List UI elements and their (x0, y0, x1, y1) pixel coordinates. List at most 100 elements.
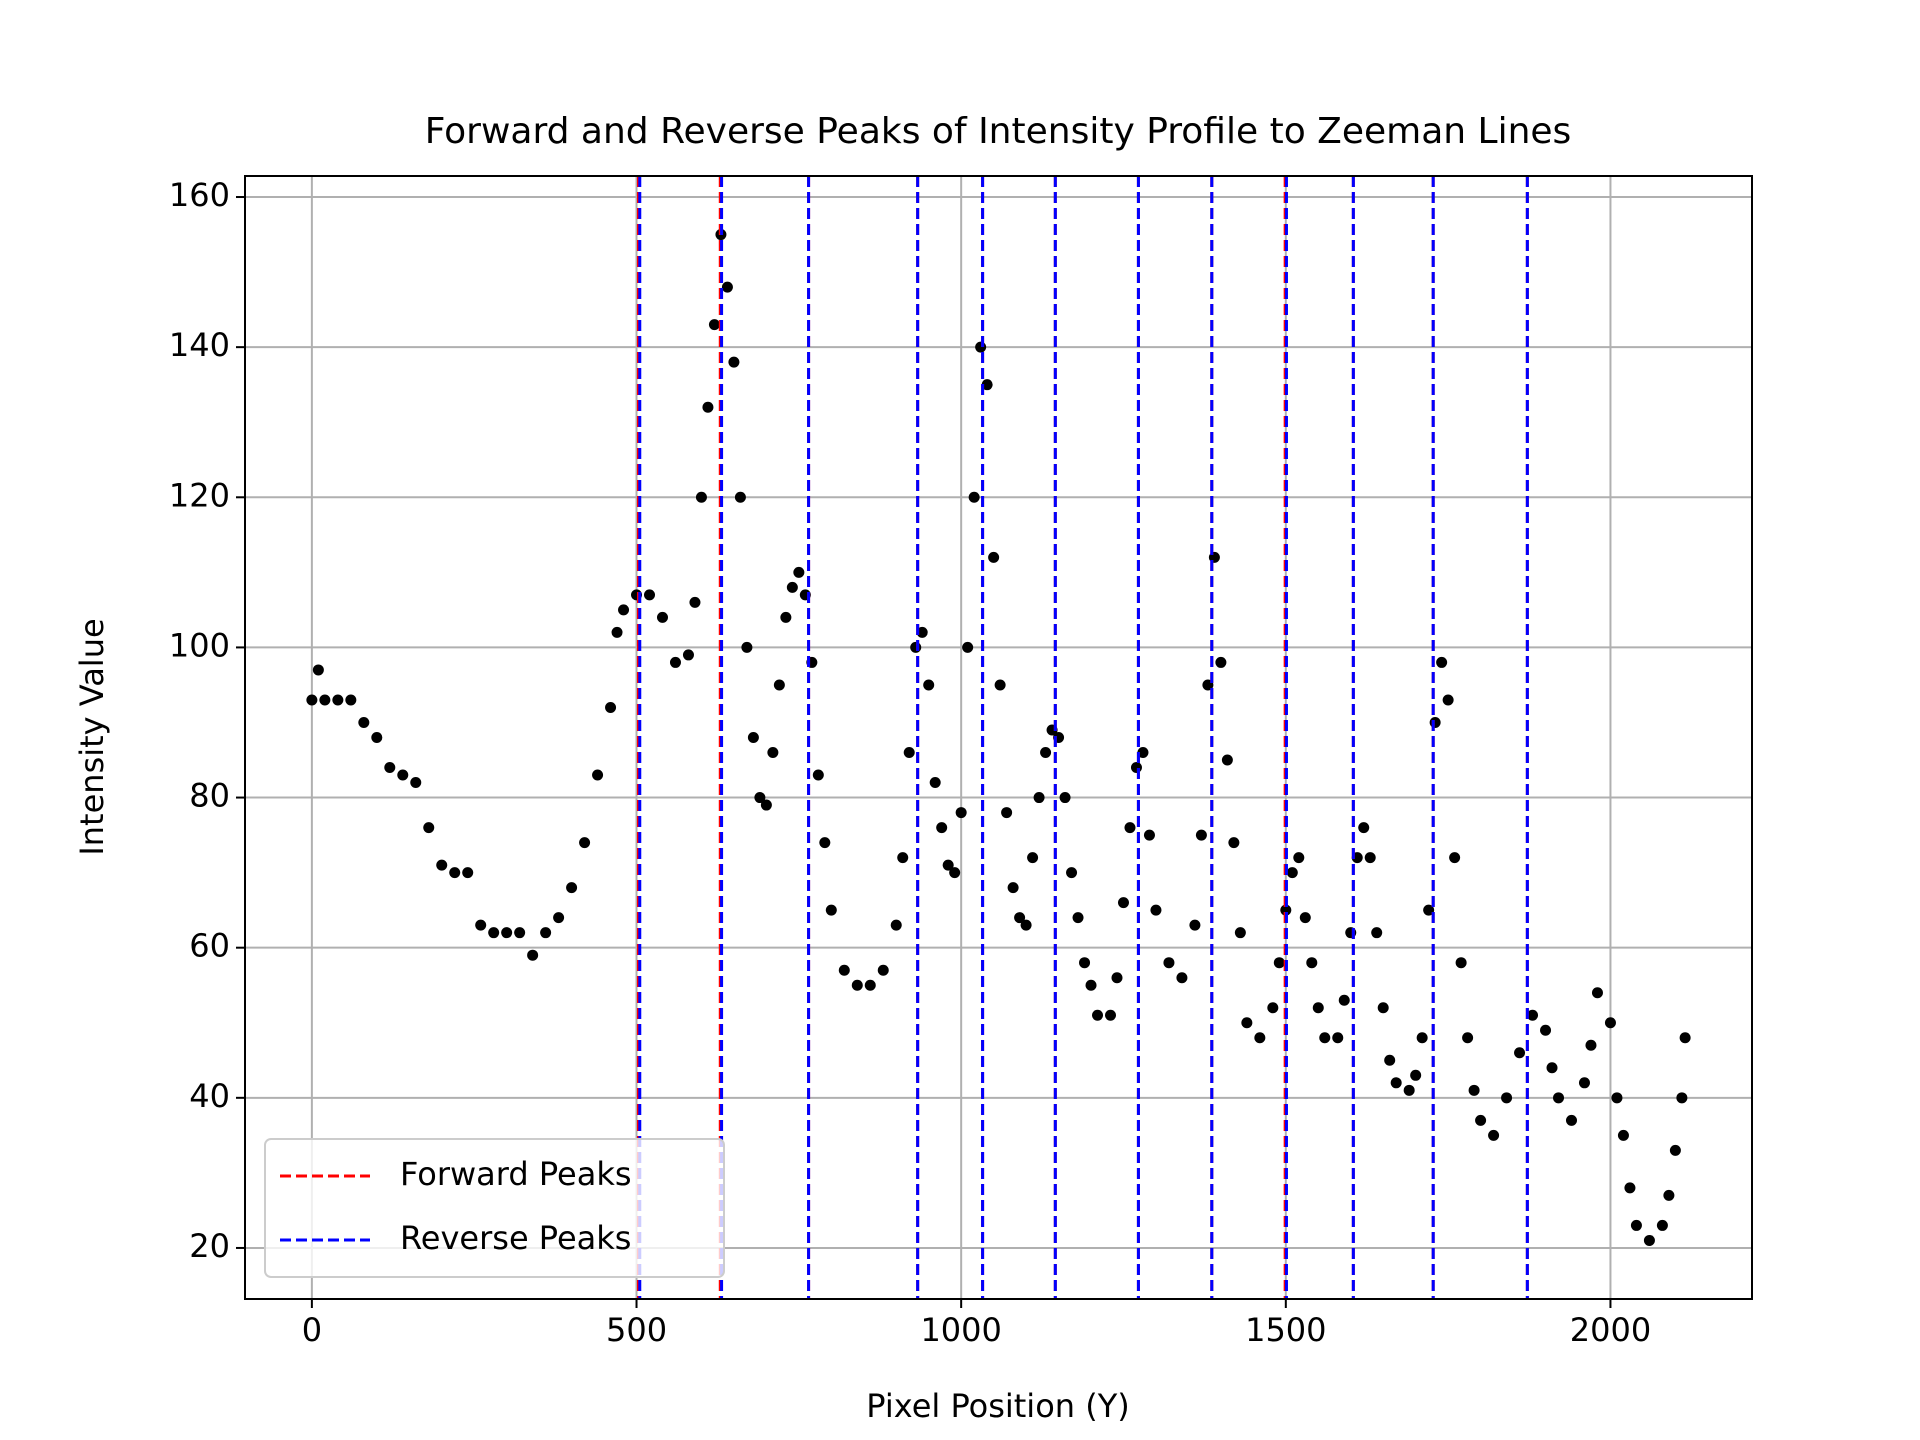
y-tick-label: 40 (189, 1077, 230, 1115)
point (916, 626, 928, 638)
point (890, 919, 902, 931)
point (910, 641, 922, 653)
plot-frame (244, 175, 1753, 1300)
point (669, 656, 681, 668)
point (1228, 837, 1240, 849)
point (721, 281, 733, 293)
x-tick-label: 1000 (920, 1311, 1001, 1349)
point (793, 566, 805, 578)
point (1124, 822, 1136, 834)
point (968, 491, 980, 503)
point (1617, 1129, 1629, 1141)
point (553, 912, 565, 924)
point (332, 694, 344, 706)
point (566, 882, 578, 894)
point (475, 919, 487, 931)
x-axis-label: Pixel Position (Y) (866, 1387, 1129, 1425)
point (1403, 1084, 1415, 1096)
point (1410, 1069, 1422, 1081)
point (1267, 1002, 1279, 1014)
y-tick-label: 80 (189, 777, 230, 815)
point (1195, 829, 1207, 841)
point (1468, 1084, 1480, 1096)
point (1442, 694, 1454, 706)
point (754, 792, 766, 804)
point (423, 822, 435, 834)
y-tick-label: 60 (189, 927, 230, 965)
point (1663, 1189, 1675, 1201)
point (994, 679, 1006, 691)
point (728, 356, 740, 368)
point (747, 732, 759, 743)
point (1669, 1144, 1681, 1156)
legend-label: Forward Peaks (400, 1155, 632, 1193)
point (1679, 1032, 1691, 1044)
point (345, 694, 357, 706)
point (1001, 807, 1013, 819)
point (708, 319, 720, 331)
point (1455, 957, 1467, 969)
point (760, 799, 772, 811)
point (1630, 1219, 1642, 1231)
y-tick-label: 120 (169, 476, 230, 514)
point (1143, 829, 1155, 841)
point (592, 769, 604, 781)
x-tick-label: 500 (606, 1311, 667, 1349)
point (1066, 867, 1078, 879)
point (397, 769, 409, 781)
y-tick-label: 20 (189, 1227, 230, 1265)
point (1027, 852, 1039, 864)
point (1384, 1054, 1396, 1066)
point (1390, 1077, 1402, 1089)
point (1079, 957, 1091, 969)
point (1462, 1032, 1474, 1044)
point (1040, 747, 1052, 759)
point (877, 964, 889, 976)
point (1163, 957, 1175, 969)
point (1514, 1047, 1526, 1059)
point (851, 979, 863, 991)
point (1416, 1032, 1428, 1044)
point (1111, 972, 1123, 984)
point (741, 641, 753, 653)
point (988, 551, 1000, 563)
point (773, 679, 785, 691)
point (1565, 1114, 1577, 1126)
point (1591, 987, 1603, 999)
point (767, 747, 779, 759)
legend-box (264, 1138, 725, 1278)
point (1611, 1092, 1623, 1104)
point (825, 904, 837, 916)
point (1299, 912, 1311, 924)
point (1130, 762, 1142, 774)
point (1059, 792, 1071, 804)
point (1117, 897, 1129, 909)
point (975, 341, 987, 353)
point (1540, 1024, 1552, 1036)
point (1319, 1032, 1331, 1044)
point (1293, 852, 1305, 864)
point (1624, 1182, 1636, 1194)
point (1280, 904, 1292, 916)
point (1092, 1009, 1104, 1021)
point (1273, 957, 1285, 969)
point (819, 837, 831, 849)
point (656, 611, 668, 623)
point (449, 867, 461, 879)
point (1358, 822, 1370, 834)
point (1423, 904, 1435, 916)
point (1364, 852, 1376, 864)
point (1105, 1009, 1117, 1021)
point (780, 611, 792, 623)
point (1643, 1234, 1655, 1246)
point (1150, 904, 1162, 916)
point (1312, 1002, 1324, 1014)
point (1286, 867, 1298, 879)
point (734, 491, 746, 503)
point (1234, 927, 1246, 939)
point (1377, 1002, 1389, 1014)
point (1488, 1129, 1500, 1141)
point (1676, 1092, 1688, 1104)
